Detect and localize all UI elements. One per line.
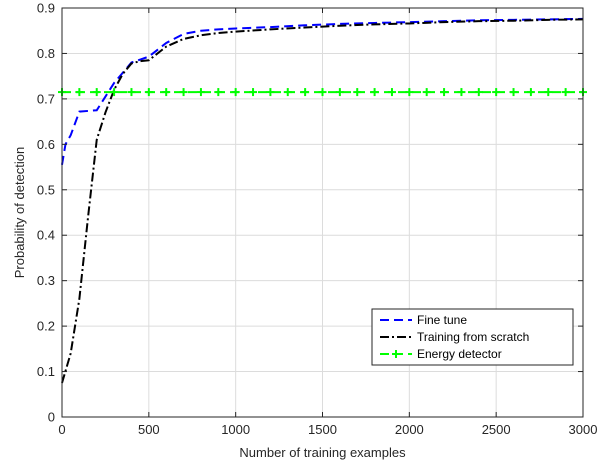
legend-label-training-from-scratch: Training from scratch bbox=[417, 330, 529, 344]
data-point-marker bbox=[214, 88, 223, 97]
data-point-marker bbox=[474, 88, 483, 97]
legend-box bbox=[371, 308, 574, 366]
data-point-marker bbox=[318, 88, 327, 97]
data-point-marker bbox=[179, 88, 188, 97]
series-line-0 bbox=[61, 17, 584, 165]
data-point-marker bbox=[353, 88, 362, 97]
x-tick-label: 2500 bbox=[482, 422, 511, 437]
legend-marker-energy-detector bbox=[392, 350, 400, 358]
data-point-marker bbox=[92, 88, 101, 97]
y-tick-label: 0.5 bbox=[37, 182, 55, 197]
legend-plus-marker bbox=[392, 350, 400, 358]
y-tick-label: 0.1 bbox=[37, 364, 55, 379]
data-point-marker bbox=[457, 88, 466, 97]
y-tick-label: 0.7 bbox=[37, 91, 55, 106]
data-point-marker bbox=[196, 88, 205, 97]
x-tick-label: 500 bbox=[138, 422, 160, 437]
data-point-marker bbox=[144, 88, 153, 97]
data-point-marker bbox=[526, 88, 535, 97]
data-point-marker bbox=[370, 88, 379, 97]
y-axis-label: Probability of detection bbox=[12, 147, 27, 279]
data-point-marker bbox=[440, 88, 449, 97]
data-point-marker bbox=[249, 88, 258, 97]
legend: Fine tune Training from scratch Energy d… bbox=[371, 308, 574, 366]
data-point-marker bbox=[509, 88, 518, 97]
data-point-marker bbox=[231, 88, 240, 97]
series-layer bbox=[58, 17, 587, 384]
series-line-1 bbox=[61, 18, 584, 384]
y-tick-label: 0.8 bbox=[37, 46, 55, 61]
y-tick-label: 0.9 bbox=[37, 1, 55, 16]
x-tick-label: 3000 bbox=[569, 422, 598, 437]
data-point-marker bbox=[492, 88, 501, 97]
data-point-marker bbox=[405, 88, 414, 97]
legend-label-energy-detector: Energy detector bbox=[417, 347, 502, 361]
data-point-marker bbox=[335, 88, 344, 97]
ticks: 0 500 1000 1500 2000 2500 3000 0 0.1 0.2 0.3 0.4 0.5… bbox=[37, 1, 598, 438]
y-tick-label: 0.6 bbox=[37, 137, 55, 152]
data-point-marker bbox=[544, 88, 553, 97]
data-point-marker bbox=[127, 88, 136, 97]
y-tick-label: 0.2 bbox=[37, 319, 55, 334]
legend-label-fine-tune: Fine tune bbox=[417, 313, 467, 327]
data-point-marker bbox=[110, 88, 119, 97]
x-tick-label: 1000 bbox=[221, 422, 250, 437]
y-tick-label: 0.4 bbox=[37, 228, 55, 243]
x-tick-label: 2000 bbox=[395, 422, 424, 437]
x-tick-label: 0 bbox=[58, 422, 65, 437]
data-point-marker bbox=[387, 88, 396, 97]
data-point-marker bbox=[422, 88, 431, 97]
y-tick-label: 0.3 bbox=[37, 273, 55, 288]
data-point-marker bbox=[301, 88, 310, 97]
x-tick-label: 1500 bbox=[308, 422, 337, 437]
data-point-marker bbox=[266, 88, 275, 97]
y-tick-label: 0 bbox=[48, 410, 55, 425]
data-point-marker bbox=[75, 88, 84, 97]
data-point-marker bbox=[162, 88, 171, 97]
x-axis-label: Number of training examples bbox=[239, 445, 406, 460]
data-point-marker bbox=[283, 88, 292, 97]
data-point-marker bbox=[561, 88, 570, 97]
